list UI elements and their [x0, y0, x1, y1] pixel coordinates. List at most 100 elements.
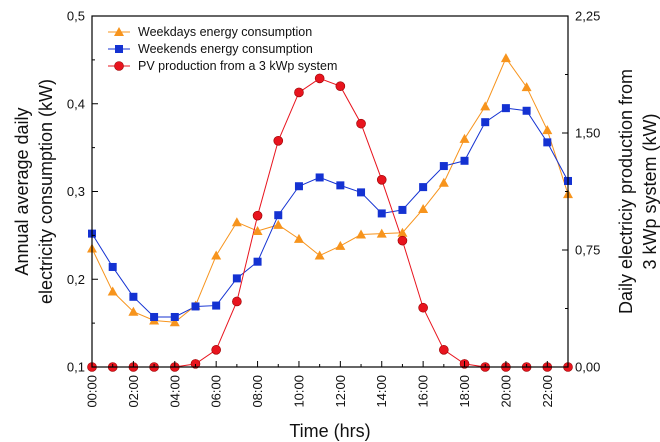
legend-marker [115, 45, 123, 53]
data-point-pv [190, 359, 201, 369]
x-tick-label: 20:00 [498, 375, 513, 408]
x-tick-label: 16:00 [416, 375, 431, 408]
legend-item-weekends: Weekends energy consumption [108, 42, 313, 56]
x-tick-label: 10:00 [291, 375, 306, 408]
data-point-weekends [150, 312, 159, 321]
y-left-tick-label: 0,3 [67, 184, 85, 199]
x-tick-label: 04:00 [167, 375, 182, 408]
data-point-weekends [357, 188, 366, 197]
legend-label-weekends: Weekends energy consumption [138, 42, 313, 56]
legend-label-pv: PV production from a 3 kWp system [138, 59, 337, 73]
data-point-weekdays [252, 225, 263, 235]
data-point-pv [439, 345, 449, 355]
y-right-tick-label: 0,00 [575, 360, 600, 375]
y-right-tick-label: 0,75 [575, 243, 600, 258]
plot-lines [91, 57, 569, 368]
data-point-weekdays [542, 125, 553, 135]
data-point-weekends [419, 183, 428, 192]
data-point-weekdays [314, 250, 325, 260]
legend-label-weekdays: Weekdays energy consumption [138, 25, 312, 39]
data-point-weekends [460, 156, 469, 165]
data-point-weekends [191, 302, 200, 311]
data-point-weekdays [231, 217, 242, 227]
x-tick-label: 00:00 [85, 375, 100, 408]
x-tick-label: 08:00 [250, 375, 265, 408]
y-right-tick-label: 2,25 [575, 9, 600, 24]
right-axis-title: Daily electriciy production from 3 kWp s… [616, 69, 660, 314]
data-point-pv [418, 302, 428, 313]
left-axis-title: Annual average daily electricity consump… [12, 79, 56, 304]
legend-symbol-pv [108, 61, 130, 71]
axis-ticks [91, 15, 569, 368]
y-left-tick-label: 0,2 [67, 272, 85, 287]
x-tick-label: 22:00 [540, 375, 555, 408]
right-axis-title-line2: 3 kWp system (kW) [640, 114, 660, 270]
data-point-weekdays [356, 229, 367, 239]
data-point-weekends [294, 182, 303, 191]
data-point-pv [252, 210, 263, 221]
legend-marker [114, 61, 124, 71]
tick-labels: 00:00 02:00 04:00 06:00 08:00 10:00 12:00 14:00… [67, 9, 600, 408]
series-line-weekends [91, 107, 569, 318]
data-point-pv [273, 136, 284, 146]
data-point-pv [211, 345, 221, 355]
x-tick-label: 14:00 [374, 375, 389, 408]
left-axis-title-line2: electricity consumption (kW) [36, 79, 56, 304]
x-tick-label: 06:00 [209, 375, 224, 408]
data-point-weekdays [397, 227, 408, 237]
data-point-weekends [212, 301, 221, 310]
data-point-pv [356, 118, 366, 129]
data-point-weekdays [211, 250, 222, 260]
data-point-weekends [377, 209, 386, 218]
data-point-weekdays [459, 133, 470, 143]
data-point-weekends [501, 104, 510, 113]
legend-symbol-weekends [108, 45, 130, 53]
data-point-weekends [439, 162, 448, 171]
data-point-weekends [543, 138, 552, 147]
x-tick-label: 12:00 [333, 375, 348, 408]
y-left-tick-label: 0,5 [67, 9, 85, 24]
legend-marker [114, 27, 124, 36]
data-point-weekdays [376, 228, 387, 238]
data-point-weekends [481, 118, 490, 127]
data-point-weekends [232, 274, 241, 283]
data-point-weekdays [438, 177, 449, 187]
data-point-weekdays [418, 204, 429, 214]
data-point-weekends [522, 106, 531, 115]
y-left-tick-label: 0,1 [67, 360, 85, 375]
x-axis-title: Time (hrs) [289, 421, 370, 441]
right-axis-title-line1: Daily electriciy production from [616, 69, 636, 314]
x-tick-label: 02:00 [126, 375, 141, 408]
data-point-pv [376, 175, 387, 185]
legend-item-weekdays: Weekdays energy consumption [108, 25, 312, 39]
data-point-weekends [108, 262, 117, 271]
plot-markers [87, 53, 573, 372]
data-point-weekdays [107, 286, 118, 296]
data-point-weekends [170, 312, 179, 321]
data-point-weekends [274, 211, 283, 220]
data-point-weekdays [335, 240, 346, 250]
data-point-weekdays [480, 101, 491, 111]
x-tick-label: 18:00 [457, 375, 472, 408]
data-point-weekdays [128, 306, 139, 316]
legend-symbol-weekdays [108, 27, 130, 36]
data-point-pv [397, 235, 408, 246]
legend: Weekdays energy consumption Weekends ene… [108, 25, 337, 73]
series-line-pv [92, 77, 568, 368]
data-point-weekends [129, 292, 138, 301]
data-point-pv [294, 87, 304, 98]
data-point-weekends [398, 205, 407, 214]
legend-item-pv: PV production from a 3 kWp system [108, 59, 337, 73]
data-point-weekdays [521, 82, 532, 92]
left-axis-title-line1: Annual average daily [12, 107, 32, 275]
data-point-weekdays [169, 317, 180, 327]
data-point-pv [335, 81, 346, 91]
y-right-tick-label: 1,50 [575, 126, 600, 141]
data-point-pv [232, 296, 242, 307]
data-point-weekends [315, 173, 324, 182]
data-point-weekends [336, 181, 345, 190]
data-point-weekdays [293, 233, 304, 243]
data-point-weekdays [500, 53, 511, 63]
data-point-weekends [253, 257, 262, 266]
